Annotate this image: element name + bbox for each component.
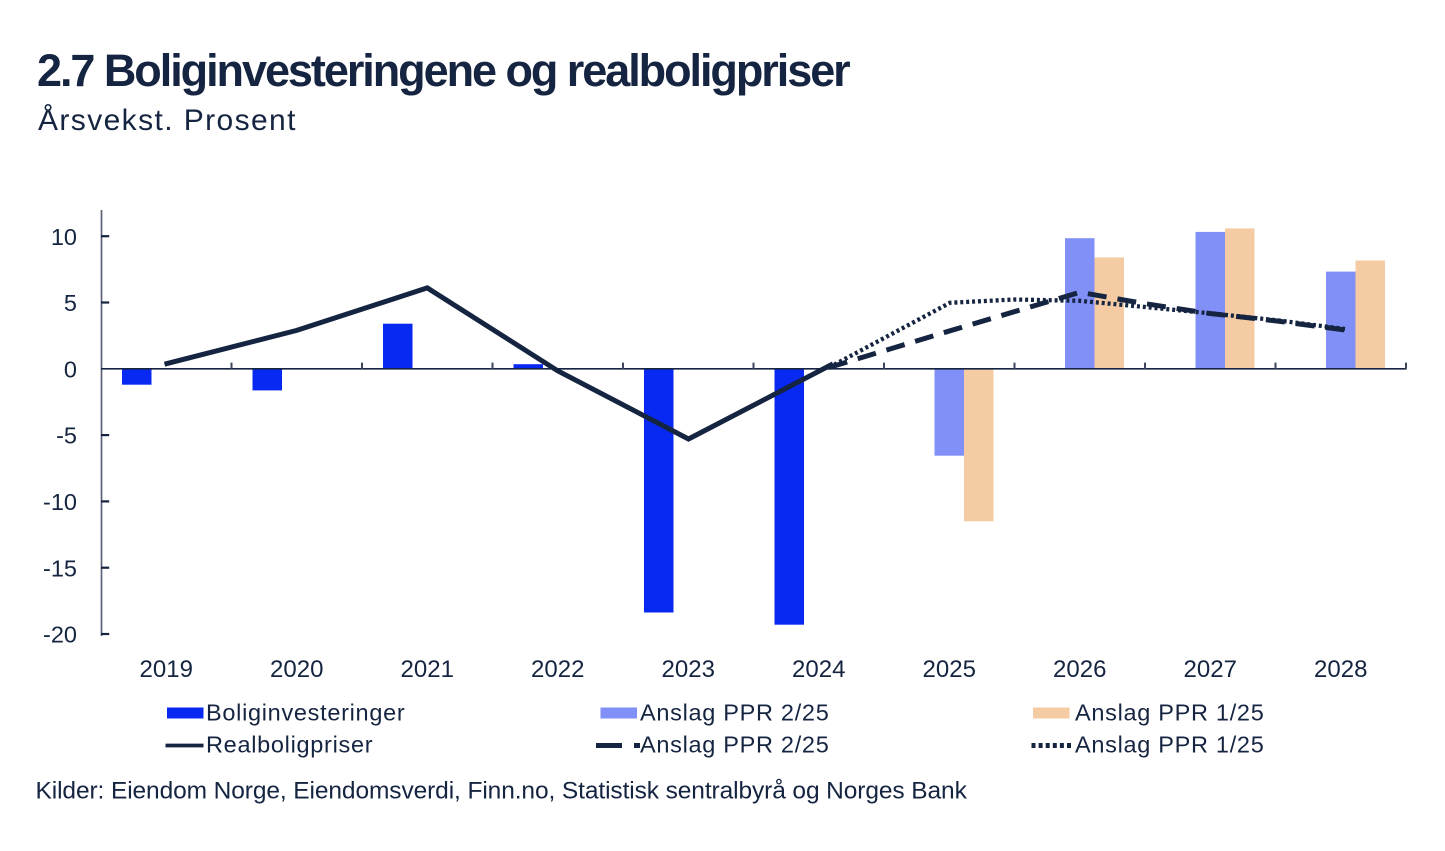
svg-text:2021: 2021 (401, 656, 454, 683)
svg-text:2025: 2025 (923, 656, 976, 683)
svg-text:5: 5 (64, 290, 77, 316)
svg-text:Kilder: Eiendom Norge, Eiendom: Kilder: Eiendom Norge, Eiendomsverdi, Fi… (36, 778, 968, 805)
svg-text:Årsvekst. Prosent: Årsvekst. Prosent (38, 104, 297, 137)
svg-text:2027: 2027 (1184, 656, 1237, 683)
svg-text:2026: 2026 (1053, 656, 1106, 683)
svg-text:Anslag PPR 1/25: Anslag PPR 1/25 (1075, 732, 1264, 758)
svg-text:0: 0 (64, 356, 77, 382)
svg-text:2028: 2028 (1314, 656, 1367, 683)
svg-text:2020: 2020 (270, 656, 323, 683)
svg-text:-15: -15 (43, 555, 77, 581)
svg-text:Boliginvesteringer: Boliginvesteringer (206, 700, 405, 726)
svg-text:2022: 2022 (531, 656, 584, 683)
svg-text:Anslag PPR 2/25: Anslag PPR 2/25 (640, 700, 829, 726)
svg-text:Anslag PPR 2/25: Anslag PPR 2/25 (640, 732, 829, 758)
svg-text:10: 10 (51, 224, 77, 250)
svg-text:-10: -10 (43, 489, 77, 515)
svg-text:2023: 2023 (662, 656, 715, 683)
svg-text:Realboligpriser: Realboligpriser (206, 732, 373, 758)
svg-text:-5: -5 (56, 423, 77, 449)
svg-text:2019: 2019 (140, 656, 193, 683)
svg-text:2.7 Boliginvesteringene og rea: 2.7 Boliginvesteringene og realboligpris… (37, 45, 850, 96)
svg-text:Anslag PPR 1/25: Anslag PPR 1/25 (1075, 700, 1264, 726)
svg-text:2024: 2024 (792, 656, 845, 683)
svg-text:-20: -20 (43, 622, 77, 648)
